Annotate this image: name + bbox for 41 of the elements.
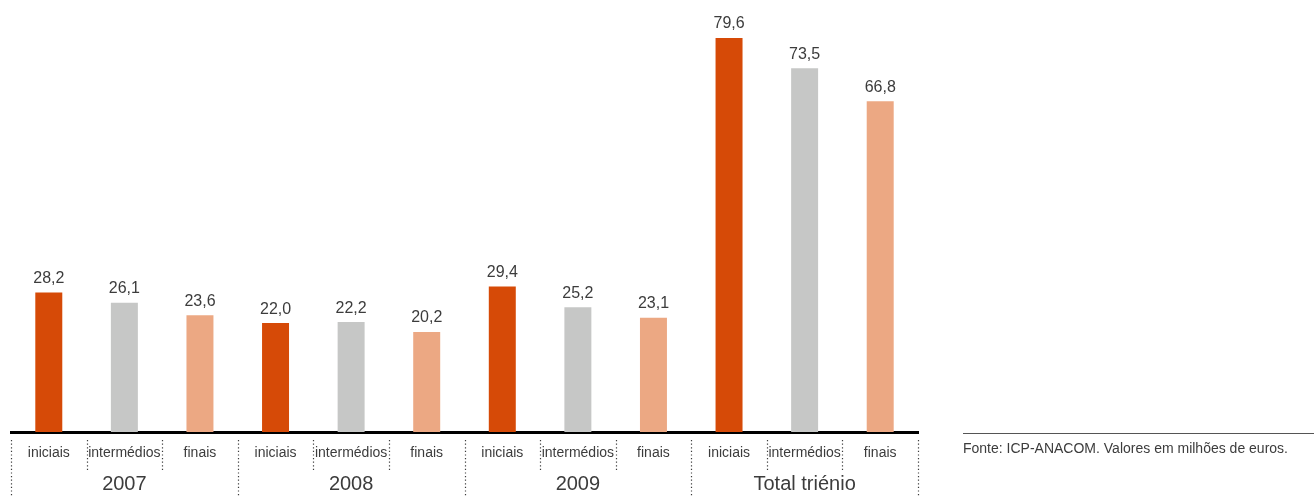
bar — [35, 292, 63, 432]
series-label: finais — [637, 443, 670, 460]
bar — [262, 323, 290, 432]
bar — [186, 315, 214, 432]
text: intermédios — [541, 443, 615, 460]
bar — [488, 286, 516, 432]
data-label: 29,4 — [486, 262, 518, 280]
bar — [791, 68, 819, 432]
series-label: iniciais — [481, 443, 524, 460]
bar — [866, 101, 894, 432]
data-label: 79,6 — [713, 14, 745, 32]
data-label: 20,2 — [411, 308, 443, 326]
source-note: Fonte: ICP-ANACOM. Valores em milhões de euros. — [963, 440, 1289, 456]
x-tick-label: 2007 — [102, 471, 147, 494]
text: finais — [183, 443, 217, 460]
data-label: 26,1 — [108, 279, 141, 297]
bar — [110, 302, 138, 432]
data-label: 28,2 — [33, 268, 65, 286]
data-label: 23,6 — [184, 291, 216, 309]
data-label: 66,8 — [864, 77, 896, 95]
text: finais — [410, 443, 444, 460]
text: finais — [863, 443, 897, 460]
bar — [337, 322, 365, 432]
bar — [639, 317, 667, 432]
text: iniciais — [27, 443, 70, 460]
data-label: 25,2 — [562, 283, 594, 301]
x-tick-label: 2009 — [555, 471, 601, 494]
series-label: intermédios — [88, 443, 161, 460]
text: iniciais — [254, 443, 297, 460]
x-tick-label: Total triénio — [753, 471, 856, 494]
data-label: 22,2 — [335, 298, 367, 316]
bar — [564, 307, 592, 432]
data-label: 22,0 — [259, 299, 292, 317]
x-tick-label: 2008 — [328, 471, 374, 494]
text: intermédios — [768, 443, 841, 460]
bar — [715, 38, 743, 432]
text: intermédios — [314, 443, 388, 460]
bar — [413, 332, 441, 432]
data-label: 73,5 — [789, 44, 821, 62]
text: iniciais — [708, 443, 751, 460]
data-label: 23,1 — [637, 294, 670, 312]
